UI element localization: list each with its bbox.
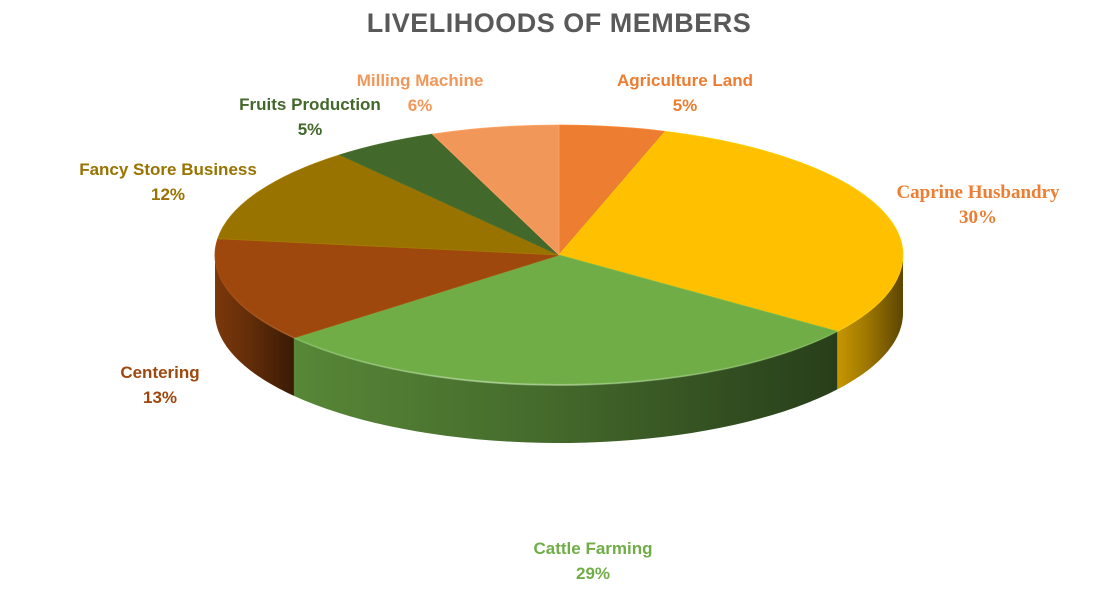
data-label-percent-centering: 13% — [143, 388, 177, 407]
data-label-fruits-production: Fruits Production — [239, 95, 381, 114]
data-label-percent-fruits-production: 5% — [298, 120, 323, 139]
data-label-milling-machine: Milling Machine — [357, 71, 484, 90]
pie-labels: Agriculture Land 5% Caprine Husbandry 30% Ca… — [79, 71, 1060, 583]
data-label-fancy-store-business: Fancy Store Business — [79, 160, 257, 179]
data-label-cattle-farming: Cattle Farming — [533, 539, 652, 558]
pie-top-faces — [214, 124, 904, 386]
data-label-percent-milling-machine: 6% — [408, 96, 433, 115]
data-label-caprine-husbandry: Caprine Husbandry — [896, 182, 1060, 203]
data-label-centering: Centering — [120, 363, 199, 382]
data-label-agriculture-land: Agriculture Land — [617, 71, 753, 90]
data-label-percent-fancy-store-business: 12% — [151, 185, 185, 204]
pie-side-cattle-farming — [293, 331, 838, 443]
pie-rim-highlight — [214, 261, 904, 386]
data-label-percent-agriculture-land: 5% — [673, 96, 698, 115]
pie-side-centering — [215, 255, 294, 396]
chart-title: LIVELIHOODS OF MEMBERS — [366, 8, 752, 38]
data-label-percent-caprine-husbandry: 30% — [959, 207, 997, 228]
pie-side-walls — [215, 255, 903, 443]
pie-side-caprine-husbandry — [837, 255, 903, 390]
data-label-percent-cattle-farming: 29% — [576, 564, 610, 583]
pie-slice-milling-machine — [431, 124, 560, 256]
pie-slice-fancy-store-business — [217, 154, 560, 256]
